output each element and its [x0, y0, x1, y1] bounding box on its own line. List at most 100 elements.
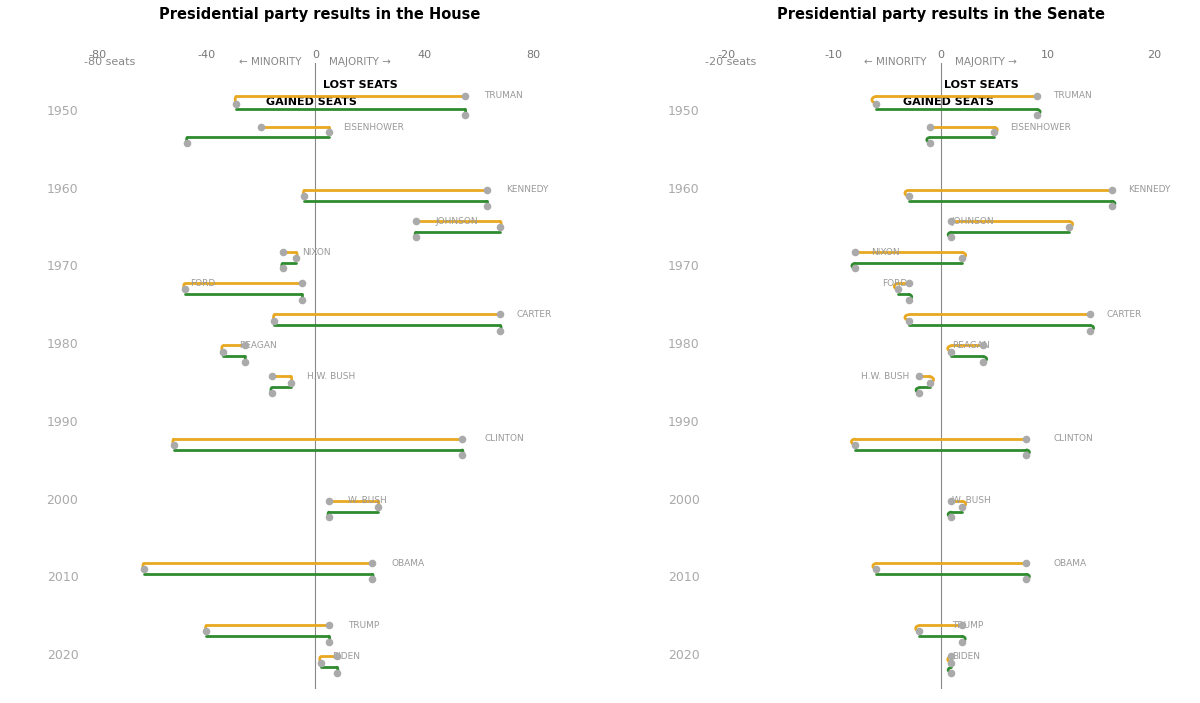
Point — [178, 137, 197, 148]
Point — [846, 439, 865, 451]
Point — [362, 574, 382, 585]
Text: FORD: FORD — [882, 278, 907, 288]
Text: TRUMP: TRUMP — [348, 621, 379, 630]
Point — [362, 557, 382, 569]
Point — [846, 263, 865, 274]
Point — [984, 127, 1003, 138]
Point — [1103, 184, 1122, 195]
Point — [942, 215, 961, 226]
Point — [452, 449, 472, 460]
Text: CARTER: CARTER — [1106, 310, 1142, 319]
Title: Presidential party results in the House: Presidential party results in the House — [158, 7, 480, 22]
Point — [295, 191, 314, 202]
Point — [1103, 200, 1122, 212]
Point — [319, 636, 338, 647]
Text: JOHNSON: JOHNSON — [952, 217, 995, 226]
Text: H.W. BUSH: H.W. BUSH — [860, 372, 908, 381]
Point — [1060, 221, 1079, 233]
Point — [265, 315, 284, 326]
Text: CLINTON: CLINTON — [484, 434, 524, 443]
Point — [134, 564, 154, 575]
Point — [319, 127, 338, 138]
Point — [175, 284, 194, 295]
Point — [262, 387, 281, 399]
Text: CLINTON: CLINTON — [1054, 434, 1093, 443]
Point — [164, 439, 184, 451]
Text: MAJORITY →: MAJORITY → — [955, 57, 1016, 67]
Text: GAINED SEATS: GAINED SEATS — [904, 97, 994, 107]
Point — [866, 98, 886, 109]
Text: NIXON: NIXON — [871, 247, 900, 257]
Point — [953, 253, 972, 264]
Point — [491, 325, 510, 336]
Text: -20 seats: -20 seats — [706, 57, 756, 67]
Text: FORD: FORD — [191, 278, 216, 288]
Point — [319, 619, 338, 631]
Text: H.W. BUSH: H.W. BUSH — [307, 372, 355, 381]
Point — [287, 253, 306, 264]
Point — [274, 247, 293, 258]
Point — [1027, 109, 1046, 120]
Point — [899, 278, 918, 289]
Point — [452, 433, 472, 444]
Text: W. BUSH: W. BUSH — [348, 496, 386, 505]
Point — [942, 495, 961, 506]
Point — [942, 657, 961, 668]
Text: LOST SEATS: LOST SEATS — [944, 80, 1019, 90]
Point — [478, 200, 497, 212]
Point — [953, 636, 972, 647]
Point — [262, 371, 281, 382]
Point — [920, 377, 940, 388]
Text: KENNEDY: KENNEDY — [506, 186, 548, 195]
Text: MAJORITY →: MAJORITY → — [329, 57, 391, 67]
Text: GAINED SEATS: GAINED SEATS — [266, 97, 358, 107]
Point — [455, 109, 474, 120]
Point — [846, 247, 865, 258]
Point — [974, 356, 994, 368]
Text: W. BUSH: W. BUSH — [952, 496, 990, 505]
Text: LOST SEATS: LOST SEATS — [324, 80, 398, 90]
Point — [920, 137, 940, 148]
Text: BIDEN: BIDEN — [952, 652, 979, 661]
Text: -80 seats: -80 seats — [84, 57, 136, 67]
Text: KENNEDY: KENNEDY — [1128, 186, 1170, 195]
Point — [910, 371, 929, 382]
Text: ← MINORITY: ← MINORITY — [239, 57, 301, 67]
Point — [910, 626, 929, 637]
Point — [953, 619, 972, 631]
Point — [328, 667, 347, 678]
Point — [311, 657, 330, 668]
Point — [281, 377, 300, 388]
Point — [1081, 325, 1100, 336]
Point — [227, 98, 246, 109]
Text: ← MINORITY: ← MINORITY — [864, 57, 926, 67]
Point — [274, 263, 293, 274]
Point — [197, 626, 216, 637]
Point — [1016, 433, 1036, 444]
Text: BIDEN: BIDEN — [331, 652, 360, 661]
Point — [899, 315, 918, 326]
Text: TRUMAN: TRUMAN — [1054, 91, 1092, 101]
Point — [1016, 574, 1036, 585]
Point — [866, 564, 886, 575]
Point — [953, 501, 972, 512]
Point — [328, 651, 347, 662]
Point — [1016, 557, 1036, 569]
Point — [942, 512, 961, 523]
Point — [319, 512, 338, 523]
Point — [214, 346, 233, 357]
Point — [491, 221, 510, 233]
Point — [942, 667, 961, 678]
Point — [899, 191, 918, 202]
Text: OBAMA: OBAMA — [391, 558, 425, 567]
Text: EISENHOWER: EISENHOWER — [343, 122, 403, 131]
Text: EISENHOWER: EISENHOWER — [1010, 122, 1072, 131]
Point — [478, 184, 497, 195]
Point — [942, 232, 961, 243]
Point — [974, 340, 994, 351]
Text: REAGAN: REAGAN — [952, 341, 990, 350]
Point — [899, 294, 918, 305]
Point — [1081, 309, 1100, 320]
Point — [491, 309, 510, 320]
Point — [888, 284, 907, 295]
